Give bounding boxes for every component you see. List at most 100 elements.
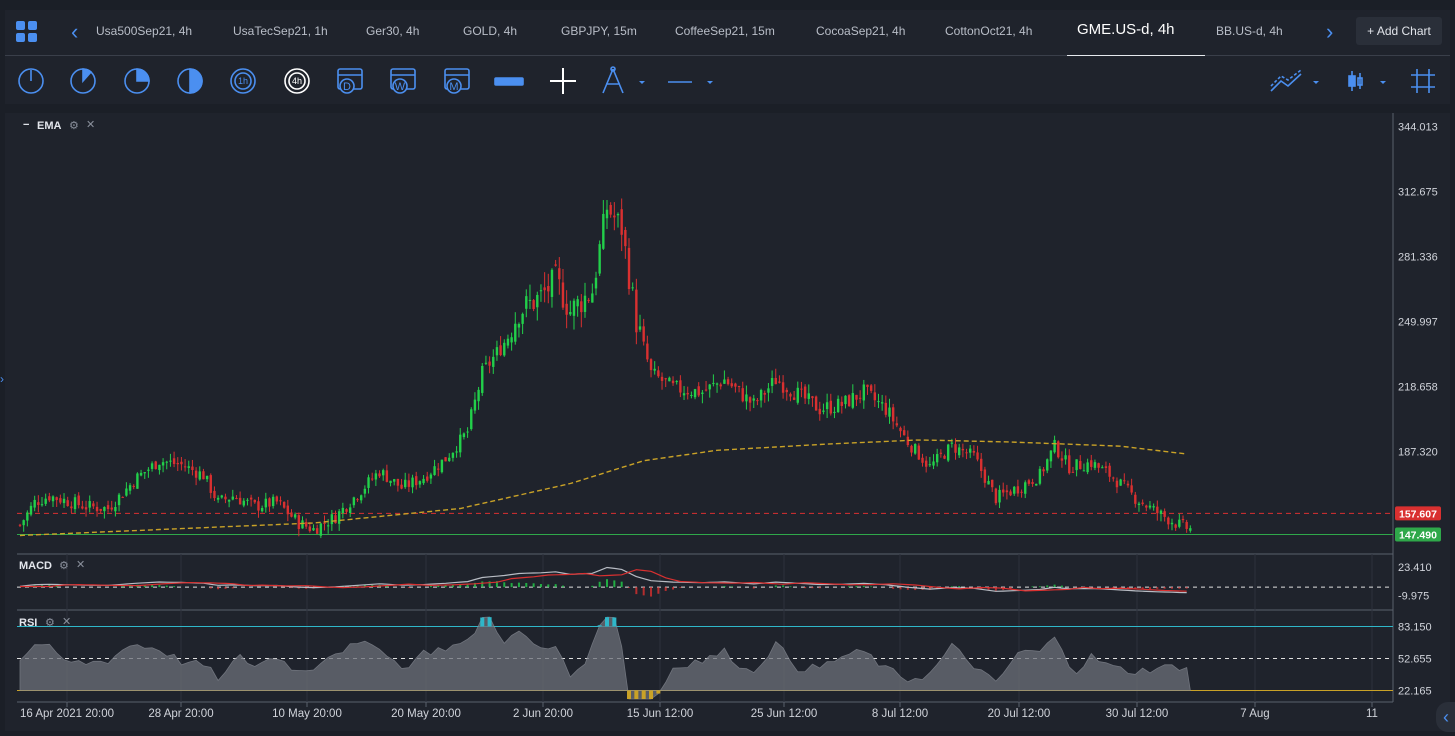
macd-histogram-bar	[459, 584, 462, 588]
candle-body	[407, 480, 411, 487]
macd-histogram-bar	[730, 586, 733, 588]
macd-histogram-bar	[914, 587, 917, 591]
tab-0[interactable]: Usa500Sep21, 4h	[96, 24, 193, 38]
macd-histogram-bar	[1163, 587, 1166, 589]
candle-body	[532, 300, 535, 309]
macd-histogram-bar	[635, 587, 638, 595]
candle-body	[946, 444, 950, 461]
crosshair-icon[interactable]	[550, 68, 576, 94]
candle-body	[110, 507, 113, 510]
price-chart[interactable]: 16 Apr 2021 20:00 28 Apr 20:00 10 May 20:0…	[5, 113, 1450, 731]
close-icon[interactable]: ✕	[86, 119, 96, 131]
candle-body	[282, 501, 286, 508]
candle-body	[492, 356, 495, 367]
chevron-down-icon[interactable]	[1380, 81, 1386, 84]
candle-body	[341, 507, 345, 514]
close-icon[interactable]: ✕	[76, 559, 86, 571]
settings-icon[interactable]: ⚙	[69, 120, 79, 132]
ruler-icon[interactable]	[494, 77, 524, 86]
candle-body	[26, 512, 29, 521]
main-pane-collapse-icon[interactable]: −	[23, 119, 30, 131]
candle-body	[345, 509, 348, 512]
macd-histogram-bar	[642, 587, 645, 596]
candle-body	[150, 463, 154, 469]
x-tick-label: 16 Apr 2021 20:00	[20, 708, 114, 720]
candle-body	[1152, 506, 1155, 508]
drawing-tools-icon[interactable]	[602, 66, 624, 94]
candle-body	[183, 466, 187, 468]
candle-body	[972, 451, 976, 453]
candle-body	[1090, 460, 1093, 467]
calendar-day-icon[interactable]	[337, 68, 363, 94]
calendar-month-icon[interactable]	[444, 68, 470, 94]
y-tick-label: 187.320	[1398, 447, 1438, 459]
chart-area[interactable]: 16 Apr 2021 20:00 28 Apr 20:00 10 May 20:0…	[5, 113, 1450, 731]
rsi-oversold-fill	[656, 690, 661, 694]
macd-histogram-bar	[870, 586, 873, 588]
rsi-overbought-fill	[612, 617, 617, 627]
left-panel-toggle-icon[interactable]: ›	[0, 372, 4, 386]
period-2-icon[interactable]	[70, 68, 96, 94]
period-4-icon[interactable]	[177, 68, 203, 94]
chevron-down-icon[interactable]	[639, 81, 645, 84]
right-panel-toggle-icon[interactable]: ‹	[1436, 702, 1455, 732]
candle-body	[745, 394, 748, 402]
candle-body	[363, 488, 367, 494]
candle-body	[536, 294, 539, 308]
macd-signal-line	[20, 569, 1187, 592]
period-1h-icon[interactable]	[230, 68, 256, 94]
candle-body	[759, 389, 763, 401]
candle-body	[59, 498, 62, 503]
candle-body	[836, 398, 840, 413]
add-chart-button[interactable]: + Add Chart	[1356, 17, 1442, 45]
chevron-left-icon[interactable]: ‹	[71, 19, 79, 44]
candle-body	[352, 497, 356, 506]
close-icon[interactable]: ✕	[62, 616, 72, 628]
period-4h-icon[interactable]	[284, 68, 310, 94]
macd-histogram-bar	[950, 586, 953, 588]
layout-grid-icon[interactable]	[16, 21, 38, 43]
calendar-week-icon[interactable]	[390, 68, 416, 94]
chart-type-candle-icon[interactable]	[1348, 71, 1363, 91]
chevron-down-icon[interactable]	[1313, 81, 1319, 84]
candle-body	[121, 496, 124, 498]
rsi-y-tick-label: 52.655	[1398, 653, 1432, 665]
grid-toggle-icon[interactable]	[1411, 69, 1435, 93]
candle-body	[194, 470, 198, 478]
tab-3[interactable]: GOLD, 4h	[463, 24, 518, 38]
y-tick-label: 218.658	[1398, 382, 1438, 394]
tab-5[interactable]: CoffeeSep21, 15m	[675, 24, 775, 38]
candle-body	[308, 526, 312, 532]
tab-4[interactable]: GBPJPY, 15m	[561, 24, 637, 38]
candle-body	[723, 379, 726, 384]
settings-icon[interactable]: ⚙	[59, 560, 69, 572]
period-1-icon[interactable]	[18, 68, 44, 94]
chevron-down-icon[interactable]	[707, 81, 713, 84]
tab-8[interactable]: GME.US-d, 4h	[1067, 10, 1205, 57]
indicators-icon[interactable]	[1270, 69, 1302, 92]
candle-body	[1060, 458, 1064, 461]
tab-7[interactable]: CottonOct21, 4h	[945, 24, 1033, 38]
candle-body	[866, 384, 869, 387]
macd-histogram-bar	[209, 587, 212, 589]
candle-body	[1178, 519, 1181, 527]
macd-histogram-bar	[55, 585, 58, 588]
tab-1[interactable]: UsaTecSep21, 1h	[233, 24, 328, 38]
rsi-y-tick-label: 22.165	[1398, 685, 1432, 697]
macd-histogram-bar	[752, 587, 755, 589]
tab-9[interactable]: BB.US-d, 4h	[1216, 24, 1283, 38]
macd-histogram-bar	[1141, 587, 1144, 590]
macd-histogram-bar	[906, 587, 909, 590]
chevron-right-icon[interactable]: ›	[1326, 19, 1334, 44]
settings-icon[interactable]: ⚙	[45, 617, 55, 629]
drawing-toolbar: 1h 4h D W M	[5, 56, 1450, 104]
candle-body	[84, 507, 88, 510]
candle-body	[293, 514, 297, 518]
candle-body	[899, 427, 902, 432]
tab-6[interactable]: CocoaSep21, 4h	[816, 24, 906, 38]
candle-body	[895, 423, 899, 426]
candle-body	[1134, 494, 1137, 504]
period-3-icon[interactable]	[124, 68, 150, 94]
macd-histogram-bar	[994, 587, 997, 591]
tab-2[interactable]: Ger30, 4h	[366, 24, 420, 38]
